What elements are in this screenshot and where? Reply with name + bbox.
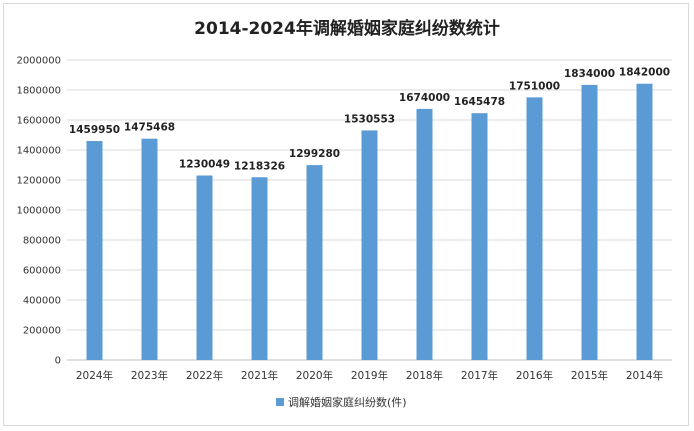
data-label: 1842000 [619,67,670,79]
y-tick-label: 1000000 [16,206,61,217]
legend-swatch [276,398,284,406]
data-labels: 1459950 1475468 1230049 1218326 1299280 15305… [69,67,670,173]
bar [636,83,653,360]
bar [306,165,323,360]
y-tick-label: 2000000 [16,56,61,67]
x-tick-label: 2019年 [351,369,388,382]
data-label: 1674000 [399,92,450,104]
data-label: 1299280 [289,148,340,160]
x-tick-label: 2020年 [296,369,333,382]
bar [416,108,433,361]
data-label: 1834000 [564,68,615,80]
y-tick-label: 1800000 [16,86,61,97]
y-tick-label: 400000 [23,296,61,307]
x-tick-label: 2021年 [241,369,278,382]
y-tick-label: 1600000 [16,116,61,127]
x-tick-label: 2022年 [186,369,223,382]
legend-label: 调解婚姻家庭纠纷数(件) [288,395,407,409]
bar [361,130,378,360]
x-axis-ticks: 2024年 2023年 2022年 2021年 2020年 2019年 2018年 2017年… [76,369,663,382]
y-tick-label: 800000 [23,236,61,247]
y-tick-label: 1200000 [16,176,61,187]
x-tick-label: 2023年 [131,369,168,382]
x-tick-label: 2017年 [461,369,498,382]
data-label: 1475468 [124,122,175,134]
x-tick-label: 2014年 [626,369,663,382]
bar [141,138,158,360]
chart-frame [3,3,689,426]
y-tick-label: 600000 [23,266,61,277]
data-label: 1751000 [509,80,560,92]
data-label: 1459950 [69,124,120,136]
y-tick-label: 1400000 [16,146,61,157]
bars [86,83,653,361]
data-label: 1230049 [179,158,230,170]
bar [526,97,543,360]
bar [471,113,488,360]
data-label: 1218326 [234,160,285,172]
bar [196,175,213,360]
x-tick-label: 2024年 [76,369,113,382]
bar [581,84,598,361]
y-tick-label: 200000 [23,326,61,337]
x-tick-label: 2016年 [516,369,553,382]
y-axis-ticks: 0 200000 400000 600000 800000 1000000 1200000 1… [16,56,61,367]
data-label: 1645478 [454,96,505,108]
bar [251,177,268,360]
y-tick-label: 0 [55,356,61,367]
data-label: 1530553 [344,113,395,125]
bar [86,141,103,360]
x-tick-label: 2015年 [571,369,608,382]
chart-title: 2014-2024年调解婚姻家庭纠纷数统计 [194,19,500,39]
x-tick-label: 2018年 [406,369,443,382]
legend: 调解婚姻家庭纠纷数(件) [276,395,407,409]
